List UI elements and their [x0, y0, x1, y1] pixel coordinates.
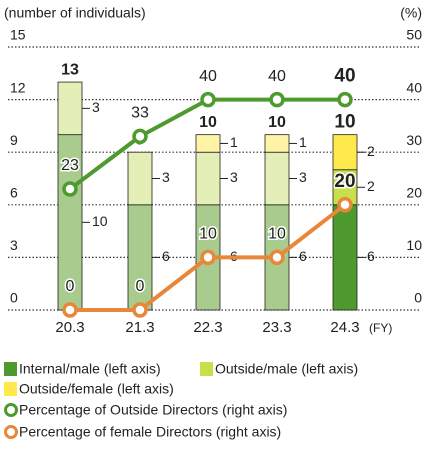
line-point	[337, 91, 353, 108]
line-point	[132, 302, 148, 318]
line-label: 20	[334, 171, 355, 192]
x-tick-label: 24.3	[330, 319, 359, 336]
segment-label: 6	[162, 248, 170, 264]
bar-segment	[195, 134, 221, 153]
line-label: 10	[199, 226, 217, 243]
y-tick-label: 9	[10, 132, 18, 148]
bar-segment	[57, 134, 83, 311]
x-unit: (FY)	[369, 321, 392, 335]
y-tick-label: 3	[10, 237, 18, 253]
segment-label: 2	[367, 143, 375, 159]
legend-label: Percentage of female Directors (right ax…	[19, 424, 281, 440]
bar-segment	[195, 151, 221, 206]
x-tick-label: 22.3	[193, 319, 222, 336]
segment-label: 3	[162, 169, 170, 185]
legend-label: Percentage of Outside Directors (right a…	[19, 402, 287, 418]
line-point	[132, 128, 148, 145]
bar-segment	[57, 81, 83, 136]
legend-swatch	[200, 362, 213, 376]
y2-tick-label: 50	[406, 27, 422, 43]
line-point	[269, 249, 285, 266]
line-point	[200, 249, 216, 266]
legend-swatch	[4, 362, 17, 376]
y2-tick-label: 20	[406, 185, 422, 201]
y-tick-label: 12	[10, 79, 26, 95]
y-axis-title: (number of individuals)	[4, 5, 146, 21]
y2-tick-label: 40	[406, 79, 422, 95]
line-label: 40	[199, 68, 217, 85]
line-point	[269, 91, 285, 108]
legend-label: Outside/female (left axis)	[19, 381, 174, 397]
segment-label: 2	[367, 178, 375, 194]
total-label: 13	[61, 61, 79, 78]
line-point	[200, 91, 216, 108]
line-label: 23	[61, 157, 79, 174]
y-tick-label: 0	[10, 290, 18, 306]
bar-segment	[264, 151, 290, 206]
legend-label: Internal/male (left axis)	[19, 361, 161, 377]
segment-label: 3	[92, 99, 100, 115]
legend-marker	[4, 425, 18, 439]
total-label: 10	[199, 114, 217, 131]
legend-marker	[4, 403, 18, 417]
line-point	[62, 302, 78, 318]
bar-segment	[264, 134, 290, 153]
y2-tick-label: 30	[406, 132, 422, 148]
line-point	[62, 181, 78, 197]
x-tick-label: 21.3	[125, 319, 154, 336]
line-label: 33	[131, 105, 149, 122]
line-label: 0	[136, 278, 145, 295]
segment-label: 1	[299, 134, 307, 150]
segment-label: 6	[367, 248, 375, 264]
x-tick-label: 23.3	[262, 319, 291, 336]
x-tick-label: 20.3	[55, 319, 84, 336]
line-point	[337, 197, 353, 213]
total-label: 10	[334, 112, 355, 133]
y-tick-label: 6	[10, 185, 18, 201]
line-label: 0	[66, 278, 75, 295]
segment-label: 3	[299, 169, 307, 185]
segment-label: 1	[230, 134, 238, 150]
segment-label: 3	[230, 169, 238, 185]
total-label: 10	[268, 114, 286, 131]
line-label: 10	[268, 226, 286, 243]
y2-tick-label: 0	[414, 290, 422, 306]
bar-segment	[332, 204, 358, 311]
bar-segment	[332, 134, 358, 171]
legend-label: Outside/male (left axis)	[215, 361, 358, 377]
segment-label: 6	[299, 248, 307, 264]
legend-swatch	[4, 382, 17, 396]
bar-segment	[127, 151, 153, 206]
line-label: 40	[334, 66, 355, 87]
y2-axis-title: (%)	[400, 5, 422, 21]
y2-tick-label: 10	[406, 237, 422, 253]
segment-label: 10	[92, 213, 108, 229]
line-label: 40	[268, 68, 286, 85]
y-tick-label: 15	[10, 27, 26, 43]
